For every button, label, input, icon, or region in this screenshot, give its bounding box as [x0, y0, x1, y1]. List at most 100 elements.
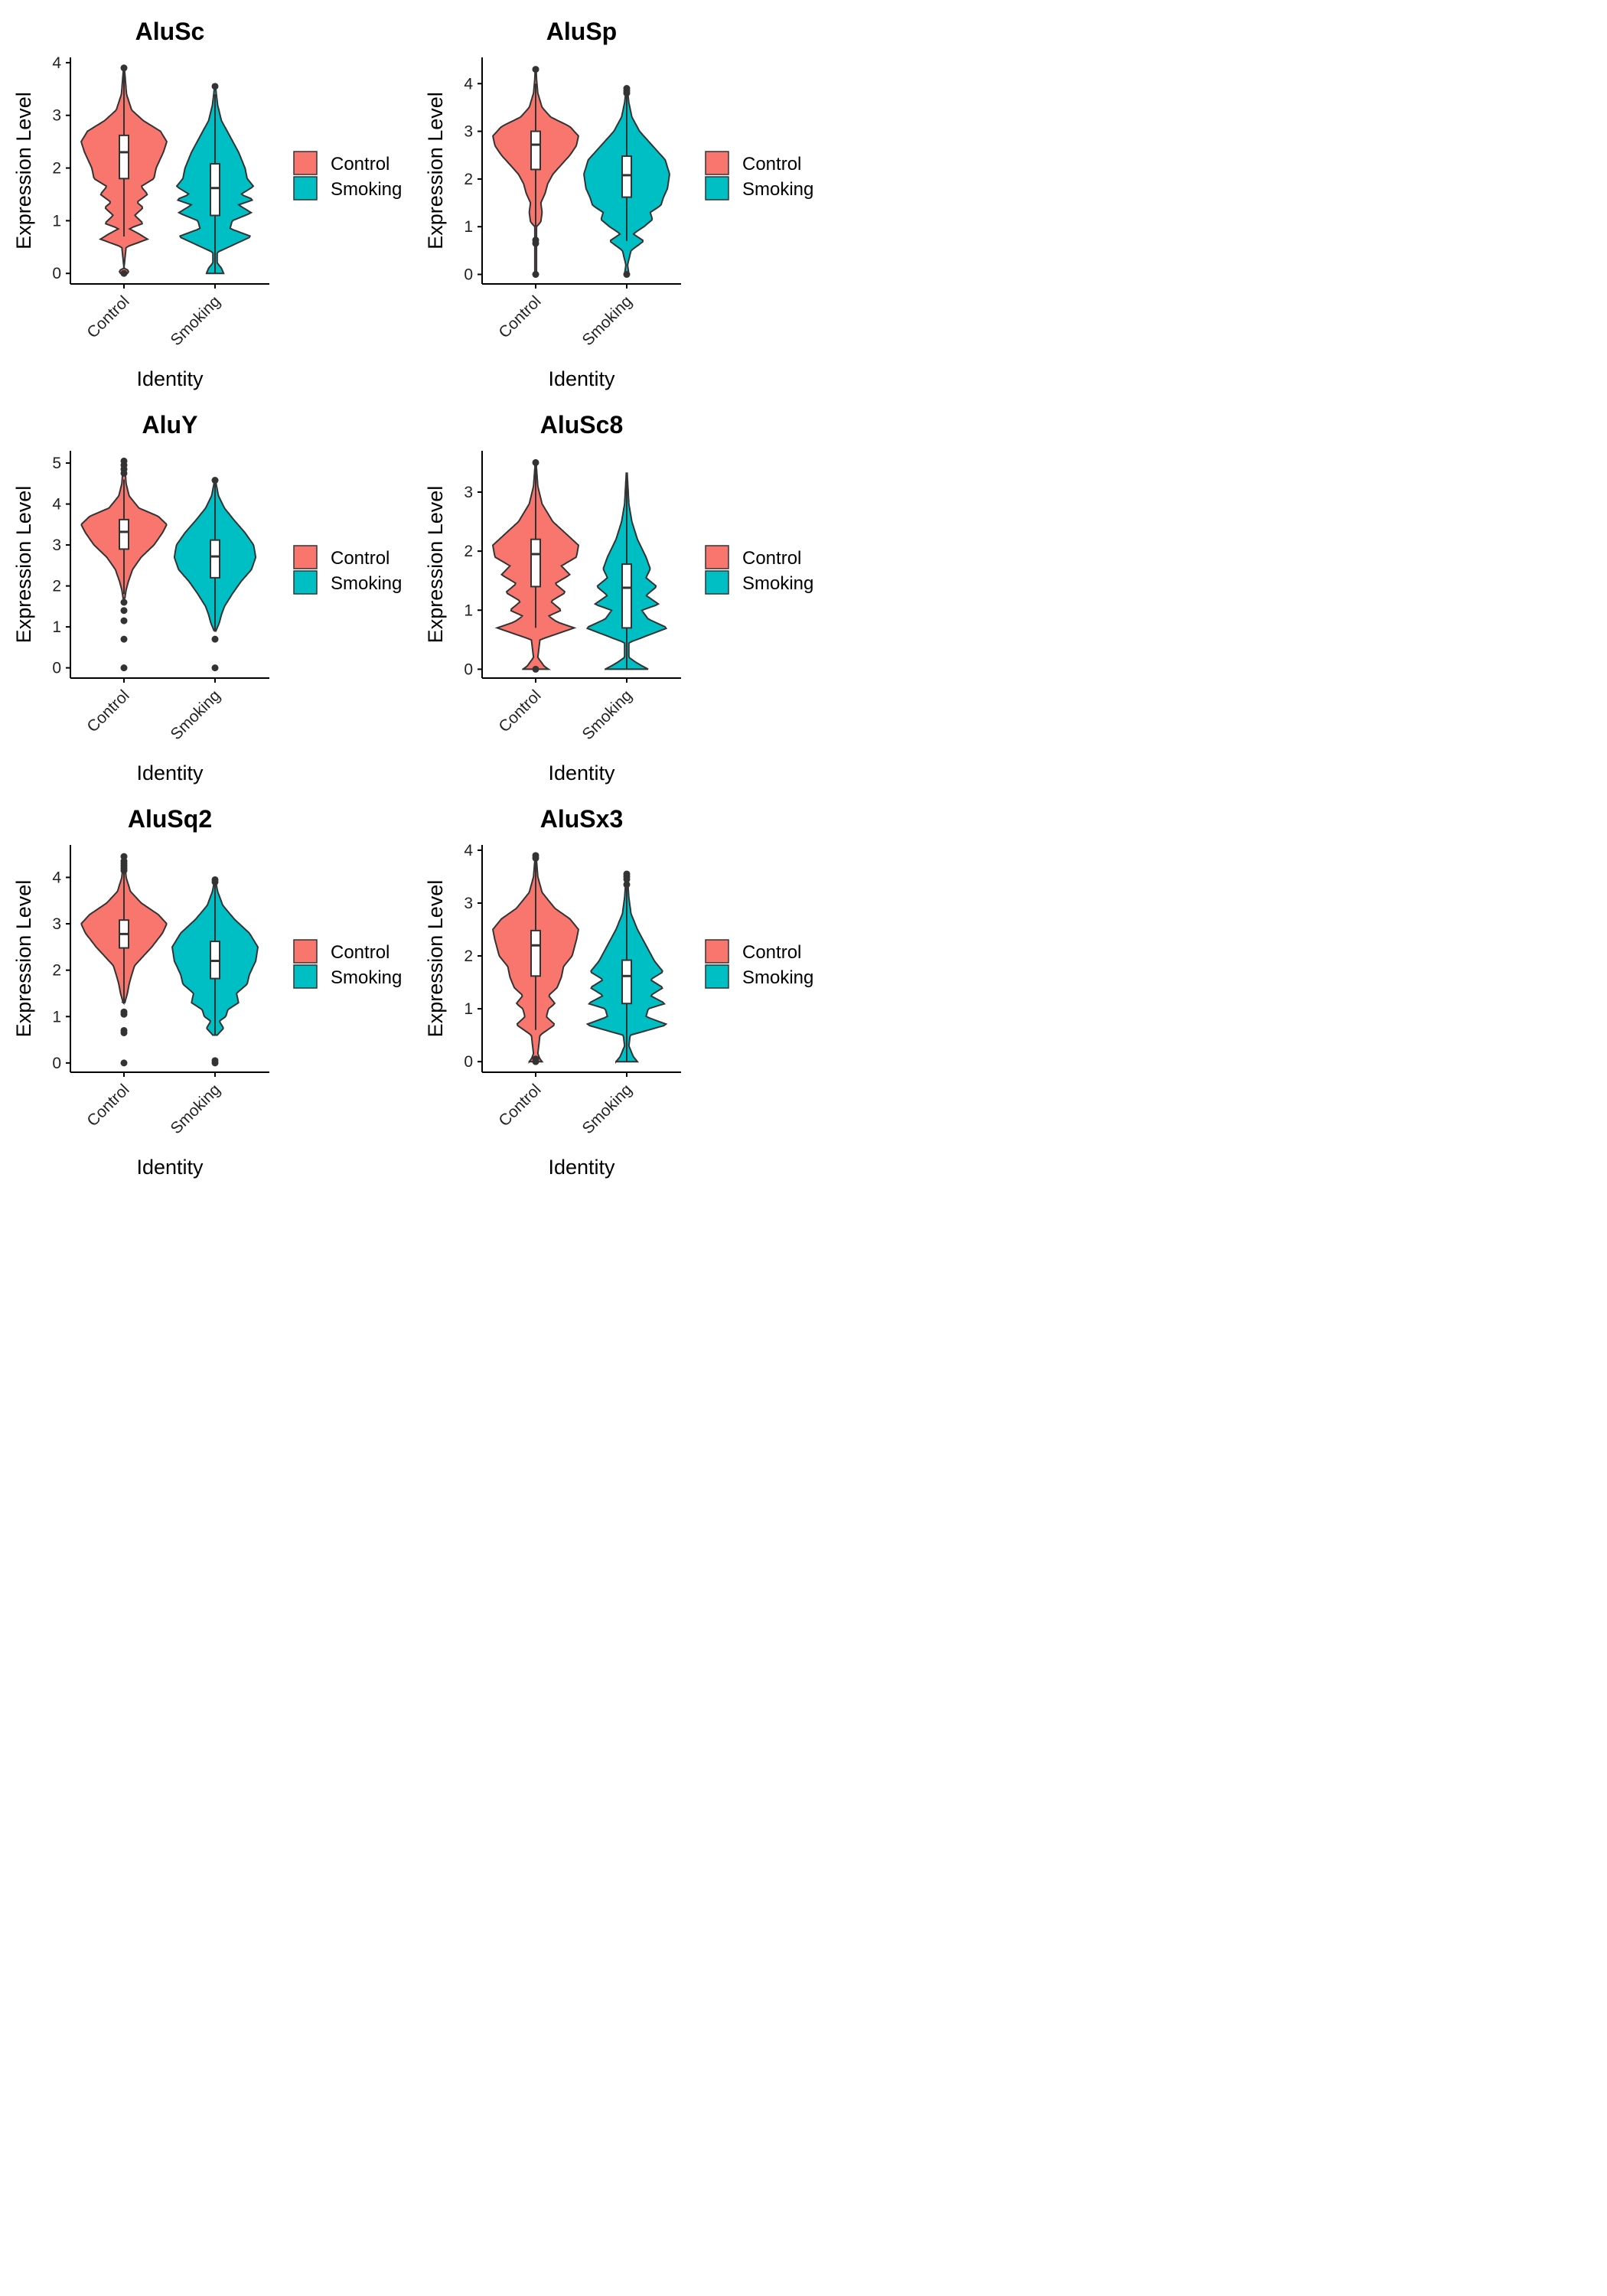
y-tick-label: 5 [52, 455, 61, 472]
legend-label-smoking: Smoking [331, 573, 402, 594]
violin-panel-AluSc8: AluSc8 0 1 2 3 Control Smoking Identity Expressi… [424, 411, 813, 784]
legend-swatch-smoking [705, 176, 729, 201]
y-axis-title: Expression Level [424, 486, 447, 644]
y-tick-label: 1 [464, 218, 473, 236]
legend-swatch-smoking [293, 964, 318, 989]
x-axis-title: Identity [548, 762, 615, 784]
outlier-point [211, 477, 219, 484]
outlier-point [532, 271, 539, 279]
panel-title: AluSp [546, 18, 617, 45]
legend-label-control: Control [331, 154, 390, 174]
outlier-point [120, 635, 128, 643]
box-control [530, 130, 541, 171]
y-tick-label: 0 [464, 1053, 473, 1071]
legend-swatch-control [705, 151, 729, 175]
legend-swatch-smoking [293, 176, 318, 201]
y-tick-label: 2 [464, 171, 473, 188]
legend-label-smoking: Smoking [742, 179, 813, 200]
outlier-point [120, 607, 128, 615]
outlier-point [532, 66, 539, 73]
outlier-point [211, 876, 219, 883]
legend-swatch-control [705, 939, 729, 964]
y-tick-label: 3 [52, 536, 61, 554]
legend-swatch-smoking [705, 964, 729, 989]
y-tick-label: 1 [464, 1000, 473, 1018]
outlier-point [211, 83, 219, 90]
y-axis-title: Expression Level [424, 880, 447, 1038]
outlier-point [120, 64, 128, 72]
box-smoking [210, 163, 220, 217]
outlier-point [120, 1059, 128, 1067]
legend: Control Smoking [705, 939, 813, 989]
box-smoking [210, 539, 220, 579]
x-axis-title: Identity [136, 1156, 204, 1179]
box-control [119, 518, 129, 550]
y-axis-title: Expression Level [424, 92, 447, 249]
y-tick-label: 0 [464, 266, 473, 284]
y-tick-label: 2 [464, 947, 473, 965]
outlier-point [623, 271, 631, 279]
legend-label-control: Control [742, 154, 801, 174]
box-control [530, 538, 541, 588]
legend-label-control: Control [742, 548, 801, 569]
legend-label-smoking: Smoking [331, 179, 402, 200]
legend-swatch-smoking [705, 570, 729, 595]
legend: Control Smoking [705, 151, 813, 201]
y-axis-title: Expression Level [12, 92, 35, 249]
box-control [119, 134, 129, 180]
y-tick-label: 2 [464, 543, 473, 560]
outlier-point [532, 458, 539, 466]
y-tick-label: 2 [52, 578, 61, 595]
y-tick-label: 4 [464, 842, 473, 859]
outlier-point [120, 617, 128, 625]
y-tick-label: 1 [52, 1008, 61, 1026]
x-axis-title: Identity [548, 367, 615, 390]
outlier-point [623, 881, 631, 889]
panel-title: AluY [142, 411, 198, 439]
legend-label-smoking: Smoking [742, 967, 813, 988]
y-tick-label: 4 [464, 75, 473, 93]
legend: Control Smoking [293, 151, 402, 201]
y-tick-label: 0 [52, 265, 61, 282]
outlier-point [120, 269, 128, 277]
outlier-point [211, 664, 219, 672]
panel-title: AluSx3 [540, 805, 623, 833]
y-tick-label: 0 [52, 1055, 61, 1072]
box-smoking [621, 959, 632, 1005]
legend: Control Smoking [293, 939, 402, 989]
panel-title: AluSc8 [540, 411, 623, 439]
legend: Control Smoking [293, 545, 402, 595]
outlier-point [623, 85, 631, 93]
y-tick-label: 3 [52, 107, 61, 125]
x-axis-title: Identity [136, 367, 204, 390]
y-tick-label: 1 [52, 212, 61, 230]
y-tick-label: 3 [464, 123, 473, 141]
y-tick-label: 3 [52, 915, 61, 933]
legend-label-smoking: Smoking [742, 573, 813, 594]
y-tick-label: 0 [464, 660, 473, 678]
outlier-point [120, 853, 128, 860]
outlier-point [532, 236, 539, 244]
outlier-point [532, 852, 539, 859]
outlier-point [623, 870, 631, 878]
outlier-point [211, 635, 219, 643]
legend-label-control: Control [742, 942, 801, 963]
legend: Control Smoking [705, 545, 813, 595]
outlier-point [120, 664, 128, 672]
y-axis-title: Expression Level [12, 486, 35, 644]
y-tick-label: 1 [52, 618, 61, 636]
x-axis-title: Identity [136, 762, 204, 784]
box-control [530, 929, 541, 977]
y-tick-label: 2 [52, 962, 61, 980]
legend-label-smoking: Smoking [331, 967, 402, 988]
y-tick-label: 0 [52, 660, 61, 677]
x-axis-title: Identity [548, 1156, 615, 1179]
outlier-point [120, 598, 128, 606]
outlier-point [120, 457, 128, 465]
violin-panel-AluY: AluY 0 1 2 3 4 5 Control Smoking Identity Expressi… [12, 411, 402, 784]
panel-title: AluSq2 [128, 805, 212, 833]
outlier-point [120, 1026, 128, 1034]
box-smoking [621, 563, 632, 629]
outlier-point [211, 1057, 219, 1065]
y-tick-label: 3 [464, 895, 473, 912]
